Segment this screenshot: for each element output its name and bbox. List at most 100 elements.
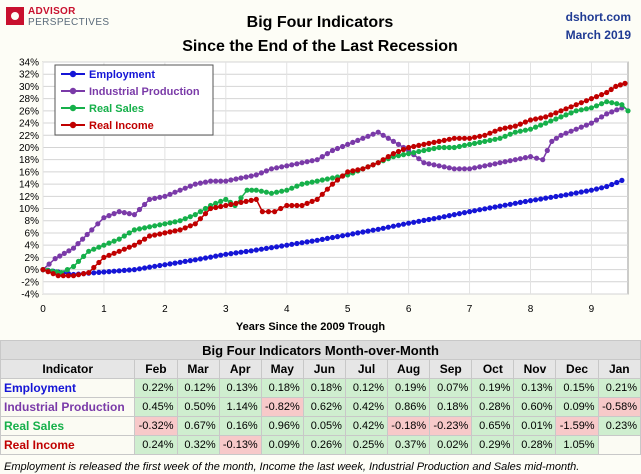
y-tick-label: -2% bbox=[21, 277, 39, 288]
data-point-real_sales bbox=[192, 212, 198, 218]
data-point-real_income bbox=[60, 273, 66, 279]
row-label: Employment bbox=[0, 378, 136, 398]
data-point-employment bbox=[456, 211, 462, 217]
row-label: Industrial Production bbox=[0, 397, 136, 417]
data-point-employment bbox=[436, 215, 442, 221]
data-point-industrial_production bbox=[578, 124, 584, 130]
data-point-real_income bbox=[70, 273, 77, 279]
data-point-real_income bbox=[512, 123, 518, 129]
data-point-real_income bbox=[426, 140, 432, 146]
table-cell: 0.12% bbox=[176, 378, 220, 398]
data-point-employment bbox=[243, 248, 249, 255]
data-point-industrial_production bbox=[294, 161, 300, 167]
data-point-real_income bbox=[431, 139, 437, 145]
table-cell: 0.42% bbox=[344, 397, 389, 417]
data-point-real_income bbox=[131, 242, 137, 248]
data-point-real_sales bbox=[548, 118, 554, 124]
series-industrial_production bbox=[40, 105, 625, 273]
data-point-employment bbox=[167, 261, 173, 267]
y-tick-label: 4% bbox=[25, 241, 40, 252]
data-point-employment bbox=[609, 181, 615, 188]
data-point-employment bbox=[375, 226, 381, 232]
data-point-employment bbox=[563, 192, 569, 198]
data-point-industrial_production bbox=[126, 211, 132, 217]
data-point-industrial_production bbox=[334, 145, 341, 152]
data-point-employment bbox=[512, 200, 518, 206]
data-point-employment bbox=[487, 205, 493, 211]
data-point-industrial_production bbox=[177, 187, 183, 193]
data-point-industrial_production bbox=[487, 162, 493, 168]
data-point-employment bbox=[416, 218, 422, 224]
data-point-employment bbox=[172, 260, 178, 266]
data-point-real_income bbox=[86, 270, 92, 276]
data-point-employment bbox=[340, 233, 346, 239]
data-point-employment bbox=[553, 193, 559, 200]
table-row: Real Income 0.24% 0.32% -0.13% 0.09% 0.26% 0.2… bbox=[0, 435, 641, 455]
data-point-real_sales bbox=[441, 144, 447, 151]
y-tick-label: 6% bbox=[25, 228, 40, 239]
data-point-employment bbox=[233, 250, 239, 256]
data-point-employment bbox=[467, 209, 473, 215]
series-real_income bbox=[40, 80, 628, 279]
logo-mark-icon bbox=[6, 7, 24, 25]
data-point-real_income bbox=[497, 126, 503, 132]
data-point-employment bbox=[101, 269, 107, 275]
data-point-real_income bbox=[360, 166, 366, 172]
data-point-real_sales bbox=[619, 102, 625, 108]
data-point-industrial_production bbox=[116, 209, 122, 215]
data-point-real_sales bbox=[451, 144, 457, 151]
data-point-real_income bbox=[477, 133, 483, 139]
data-point-industrial_production bbox=[599, 114, 605, 120]
data-point-real_sales bbox=[477, 139, 483, 145]
table-cell: 0.02% bbox=[429, 435, 473, 455]
data-point-real_sales bbox=[279, 188, 285, 194]
data-point-real_income bbox=[613, 83, 619, 89]
data-point-real_sales bbox=[431, 145, 437, 152]
data-point-employment bbox=[91, 270, 97, 276]
data-point-employment bbox=[304, 239, 310, 245]
data-point-employment bbox=[400, 221, 407, 227]
x-tick-label: 8 bbox=[528, 304, 534, 315]
data-point-real_sales bbox=[588, 105, 595, 111]
data-point-real_income bbox=[583, 98, 590, 104]
data-point-real_income bbox=[502, 125, 508, 131]
data-point-industrial_production bbox=[187, 183, 193, 189]
data-point-industrial_production bbox=[426, 161, 432, 167]
data-point-real_sales bbox=[593, 103, 600, 109]
data-point-real_sales bbox=[609, 100, 615, 106]
data-point-real_sales bbox=[411, 150, 417, 156]
data-point-employment bbox=[157, 262, 163, 269]
data-point-industrial_production bbox=[172, 189, 178, 195]
data-point-industrial_production bbox=[213, 178, 219, 184]
data-point-real_income bbox=[101, 254, 107, 260]
data-point-industrial_production bbox=[238, 175, 244, 181]
data-point-real_sales bbox=[96, 244, 102, 250]
data-point-employment bbox=[218, 252, 224, 258]
data-point-real_sales bbox=[625, 108, 631, 114]
data-point-real_income bbox=[416, 142, 422, 148]
data-point-employment bbox=[385, 224, 391, 230]
data-point-industrial_production bbox=[436, 163, 442, 169]
data-point-real_income bbox=[390, 151, 396, 157]
data-point-employment bbox=[116, 268, 122, 274]
data-point-real_income bbox=[548, 112, 554, 118]
data-point-industrial_production bbox=[248, 173, 254, 179]
data-point-employment bbox=[558, 193, 564, 199]
data-point-real_income bbox=[167, 229, 173, 235]
chart-title-line1: Big Four Indicators bbox=[246, 14, 394, 31]
data-point-real_sales bbox=[187, 214, 193, 220]
y-tick-label: -4% bbox=[21, 290, 39, 301]
data-point-industrial_production bbox=[477, 164, 483, 170]
data-point-real_sales bbox=[152, 223, 158, 229]
data-point-real_sales bbox=[467, 141, 473, 147]
data-point-real_income bbox=[55, 273, 61, 279]
data-point-real_sales bbox=[142, 225, 148, 231]
data-point-real_income bbox=[568, 104, 574, 110]
y-tick-label: 0% bbox=[25, 265, 40, 276]
data-point-industrial_production bbox=[289, 162, 295, 168]
data-point-real_income bbox=[365, 164, 371, 170]
data-point-industrial_production bbox=[80, 236, 86, 242]
data-point-real_income bbox=[213, 204, 219, 211]
data-point-industrial_production bbox=[395, 141, 402, 147]
data-point-industrial_production bbox=[279, 164, 285, 170]
